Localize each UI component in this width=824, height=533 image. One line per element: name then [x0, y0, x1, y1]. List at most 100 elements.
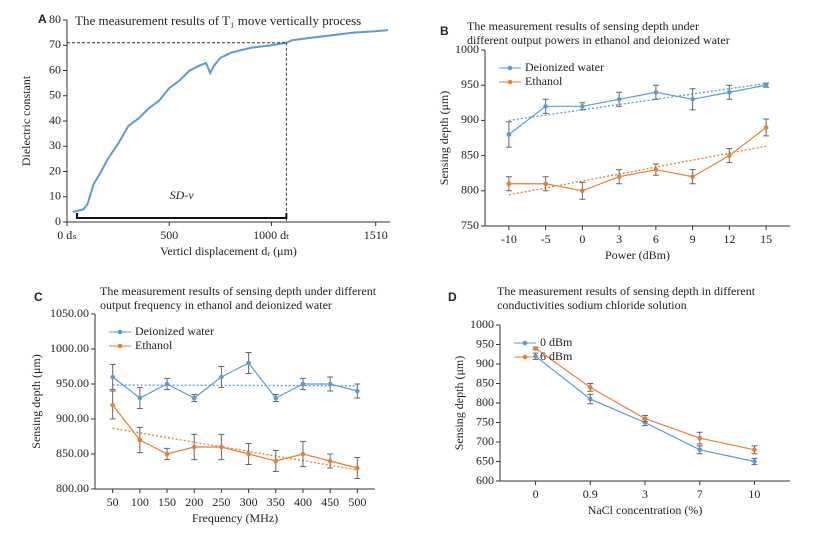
x-tick-label: 250 — [212, 495, 230, 509]
data-point — [533, 346, 538, 351]
x-tick-label: 1510 — [364, 228, 388, 242]
data-point — [727, 153, 732, 158]
legend-marker — [117, 343, 123, 349]
y-axis-label: Dielectric constant — [19, 75, 33, 166]
y-tick-label: 800.00 — [56, 481, 89, 495]
data-point — [327, 458, 333, 464]
x-tick-label: 100 — [131, 495, 149, 509]
data-point — [653, 89, 659, 95]
x-tick-label: -10 — [501, 232, 517, 246]
data-point — [110, 374, 115, 380]
legend-marker — [507, 79, 513, 85]
data-point — [355, 465, 360, 471]
chart-title: different output powers in ethanol and d… — [467, 33, 730, 47]
chart-title: The measurement results of sensing depth… — [100, 284, 377, 298]
annotation: SD-v — [170, 188, 195, 202]
y-axis-label: Sensing depth (μm) — [452, 356, 466, 450]
y-tick-label: 900 — [461, 112, 479, 126]
data-point — [697, 447, 703, 453]
y-tick-label: 950 — [476, 336, 494, 350]
x-tick-label: 350 — [267, 495, 285, 509]
data-point — [587, 396, 593, 402]
y-tick-label: 1000 — [455, 42, 479, 56]
data-point — [533, 353, 538, 359]
x-tick-label: 9 — [690, 232, 696, 246]
y-tick-label: 30 — [49, 138, 61, 152]
x-tick-label: 1000 dₜ — [253, 228, 290, 242]
series-line — [508, 126, 767, 192]
y-tick-label: 650 — [476, 453, 494, 467]
y-tick-label: 1000.00 — [50, 341, 89, 355]
panel-letter: C — [34, 290, 43, 304]
legend-label: Ethanol — [525, 74, 563, 88]
data-point — [164, 381, 170, 387]
y-tick-label: 850 — [476, 375, 494, 389]
legend-label: 0 dBm — [540, 335, 573, 349]
data-point — [219, 444, 224, 450]
y-tick-label: 950.00 — [56, 376, 89, 390]
y-tick-label: 1050.00 — [50, 306, 89, 320]
y-tick-label: 950 — [461, 77, 479, 91]
x-axis-label: NaCl concentration (%) — [588, 503, 703, 517]
x-tick-label: 3 — [642, 487, 648, 501]
x-tick-label: 10 — [748, 487, 760, 501]
data-point — [616, 174, 622, 180]
y-tick-label: 0 — [55, 214, 61, 228]
y-axis-label: Sensing depth (μm) — [29, 354, 43, 448]
y-tick-label: 80 — [49, 12, 61, 26]
chart-title: output frequency in ethanol and deionize… — [100, 298, 332, 312]
x-tick-label: 15 — [760, 232, 772, 246]
data-point — [273, 458, 279, 464]
x-tick-label: 3 — [616, 232, 622, 246]
data-point — [273, 395, 279, 401]
data-point — [137, 395, 143, 401]
y-tick-label: 10 — [49, 189, 61, 203]
x-tick-label: 450 — [321, 495, 339, 509]
trend-line — [112, 384, 358, 387]
legend-marker — [117, 329, 123, 335]
x-tick-label: 6 — [653, 232, 659, 246]
x-tick-label: 400 — [294, 495, 312, 509]
panel-letter: A — [38, 12, 47, 26]
data-point — [690, 96, 695, 102]
data-point — [110, 402, 115, 408]
x-tick-label: 12 — [723, 232, 735, 246]
legend-label: Ethanol — [135, 338, 173, 352]
x-tick-label: 150 — [158, 495, 176, 509]
legend-label: 6 dBm — [540, 349, 573, 363]
x-tick-label: 0.9 — [583, 487, 598, 501]
data-point — [763, 125, 769, 130]
legend-label: Deionized water — [525, 60, 604, 74]
series-line — [112, 404, 358, 469]
data-point — [697, 435, 703, 441]
data-point — [219, 374, 224, 380]
x-tick-label: 7 — [697, 487, 703, 501]
legend-label: Deionized water — [135, 324, 214, 338]
data-point — [690, 174, 695, 180]
data-point — [355, 388, 360, 394]
data-point — [653, 167, 659, 172]
y-tick-label: 850 — [461, 147, 479, 161]
data-point — [580, 188, 585, 194]
panel-letter: B — [440, 24, 449, 38]
y-tick-label: 50 — [49, 88, 61, 102]
data-point — [137, 437, 143, 443]
data-point — [327, 381, 333, 387]
x-tick-label: 0 — [533, 487, 539, 501]
trend-line — [112, 427, 358, 471]
data-point — [191, 444, 197, 450]
y-tick-label: 70 — [49, 37, 61, 51]
sd-bracket — [76, 213, 288, 219]
chart-title: The measurement results of sensing depth… — [467, 19, 699, 33]
y-tick-label: 900.00 — [56, 411, 89, 425]
x-axis-label: Power (dBm) — [605, 248, 670, 262]
data-point — [763, 82, 769, 88]
data-point — [642, 416, 648, 421]
trend-line — [508, 145, 767, 196]
x-axis-label: Verticl displacement dᵣ (μm) — [160, 244, 297, 258]
legend-marker — [522, 354, 528, 360]
series-line — [508, 84, 767, 135]
x-axis-label: Frequency (MHz) — [192, 511, 278, 525]
x-tick-label: 0 dₛ — [57, 228, 76, 242]
